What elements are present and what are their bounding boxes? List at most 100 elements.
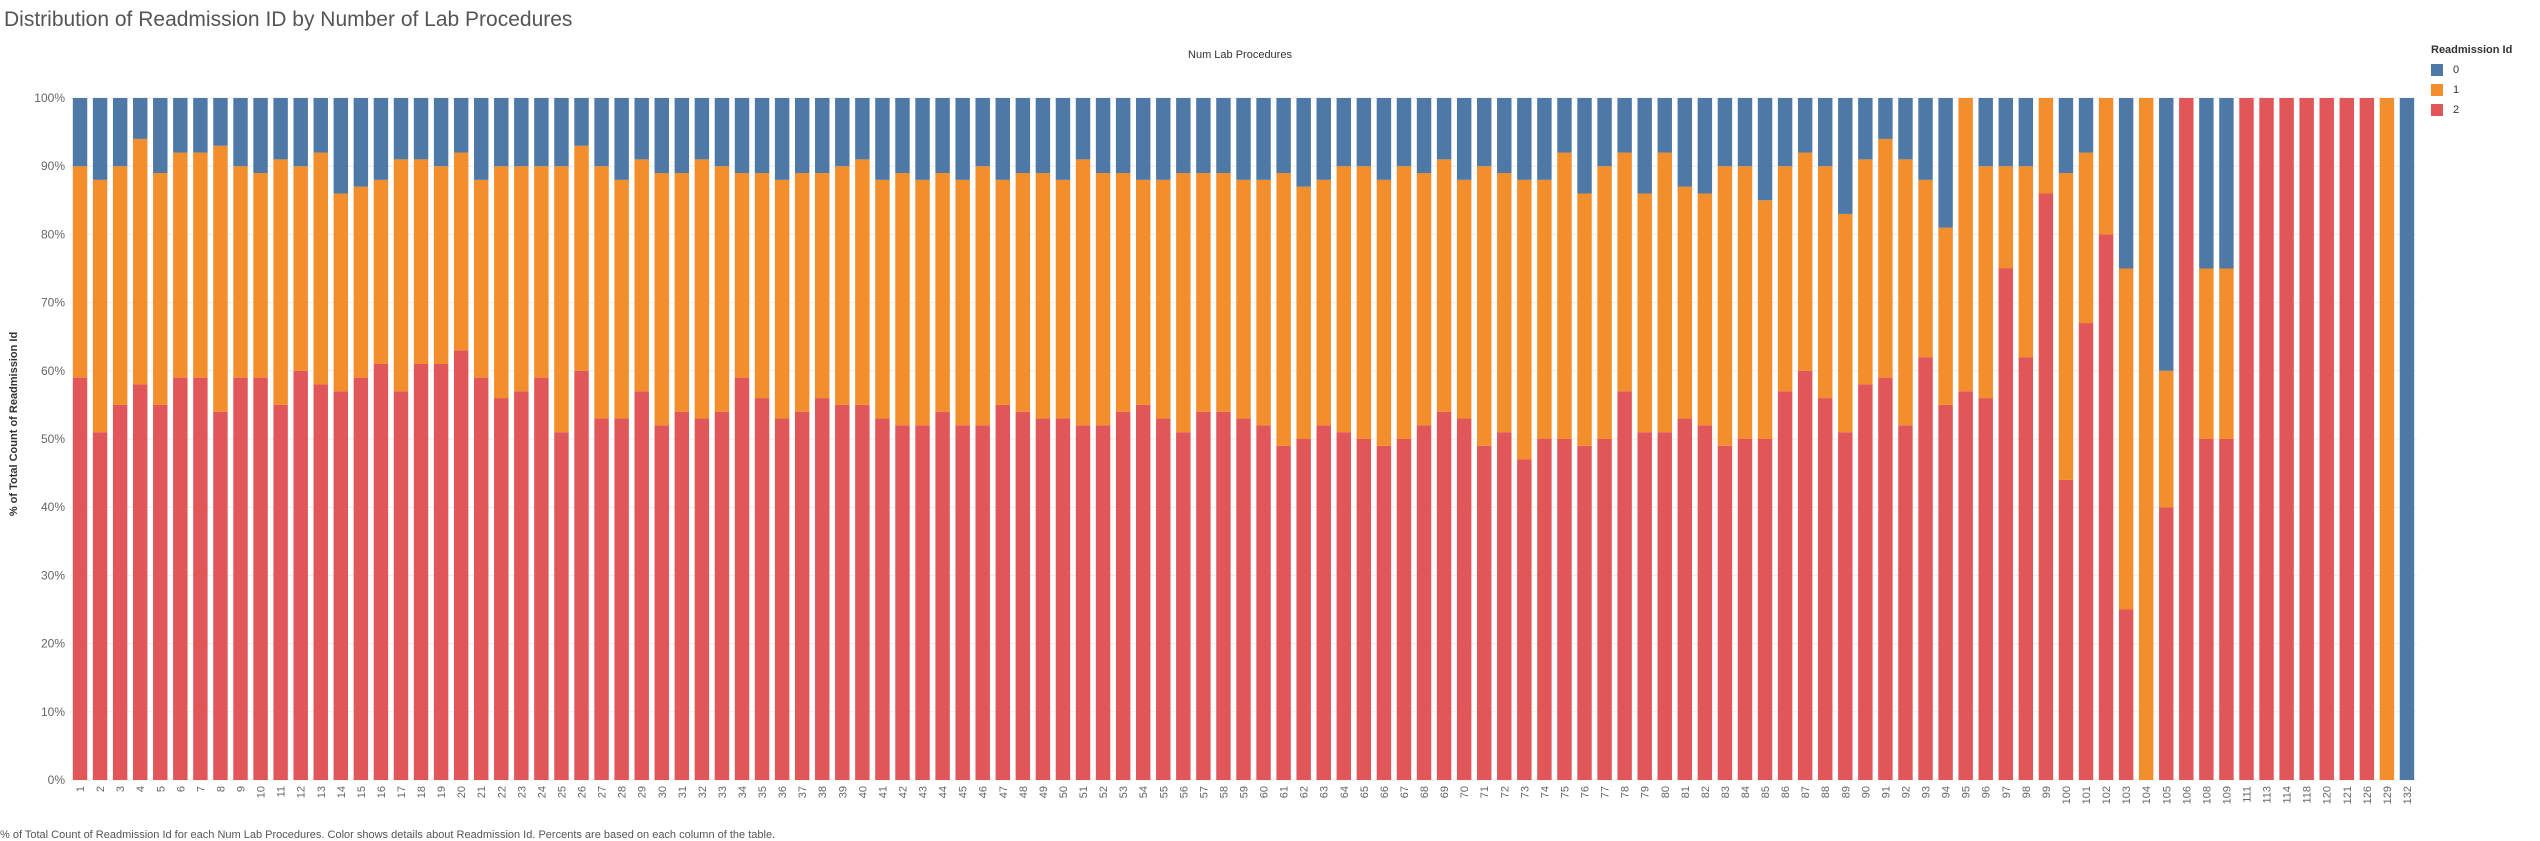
bar-segment-66-readmission-2[interactable] xyxy=(1376,445,1392,780)
bar-segment-104-readmission-1[interactable] xyxy=(2138,98,2154,780)
bar-segment-6-readmission-0[interactable] xyxy=(173,98,188,153)
bar-segment-88-readmission-2[interactable] xyxy=(1818,398,1833,780)
bar-segment-60-readmission-2[interactable] xyxy=(1256,425,1271,780)
bar-segment-78-readmission-0[interactable] xyxy=(1617,98,1632,153)
bar-segment-8-readmission-1[interactable] xyxy=(213,145,228,412)
bar-segment-4-readmission-1[interactable] xyxy=(132,138,148,385)
bar-segment-100-readmission-2[interactable] xyxy=(2058,479,2074,780)
bar-segment-7-readmission-2[interactable] xyxy=(193,377,208,780)
bar-segment-103-readmission-0[interactable] xyxy=(2118,98,2134,269)
bar-segment-32-readmission-0[interactable] xyxy=(694,98,710,160)
bar-segment-82-readmission-2[interactable] xyxy=(1697,425,1713,780)
bar-segment-59-readmission-2[interactable] xyxy=(1236,418,1251,780)
bar-segment-23-readmission-1[interactable] xyxy=(514,166,529,392)
bar-segment-22-readmission-2[interactable] xyxy=(494,398,509,780)
bar-segment-103-readmission-1[interactable] xyxy=(2118,268,2134,610)
bar-segment-63-readmission-0[interactable] xyxy=(1316,98,1331,180)
bar-segment-120-readmission-2[interactable] xyxy=(2319,98,2334,780)
bar-segment-93-readmission-0[interactable] xyxy=(1918,98,1933,180)
bar-segment-76-readmission-1[interactable] xyxy=(1577,193,1592,446)
bar-segment-88-readmission-1[interactable] xyxy=(1818,166,1833,399)
bar-segment-56-readmission-1[interactable] xyxy=(1176,173,1191,433)
bar-segment-105-readmission-2[interactable] xyxy=(2159,507,2174,780)
bar-segment-96-readmission-1[interactable] xyxy=(1978,166,1993,399)
bar-segment-80-readmission-1[interactable] xyxy=(1657,152,1672,433)
bar-segment-23-readmission-0[interactable] xyxy=(514,98,529,167)
bar-segment-2-readmission-0[interactable] xyxy=(92,98,108,180)
bar-segment-75-readmission-0[interactable] xyxy=(1557,98,1572,153)
bar-segment-24-readmission-2[interactable] xyxy=(534,377,549,780)
bar-segment-59-readmission-1[interactable] xyxy=(1236,179,1251,419)
bar-segment-100-readmission-1[interactable] xyxy=(2058,173,2074,480)
bar-segment-42-readmission-2[interactable] xyxy=(895,425,910,780)
bar-segment-50-readmission-2[interactable] xyxy=(1055,418,1071,780)
bar-segment-33-readmission-2[interactable] xyxy=(714,411,730,780)
bar-segment-91-readmission-0[interactable] xyxy=(1878,98,1893,139)
bar-segment-78-readmission-2[interactable] xyxy=(1617,391,1632,780)
bar-segment-5-readmission-2[interactable] xyxy=(153,404,168,780)
bar-segment-47-readmission-2[interactable] xyxy=(995,404,1010,780)
bar-segment-94-readmission-2[interactable] xyxy=(1938,404,1953,780)
bar-segment-53-readmission-2[interactable] xyxy=(1115,411,1131,780)
bar-segment-45-readmission-0[interactable] xyxy=(955,98,970,180)
bar-segment-96-readmission-2[interactable] xyxy=(1978,398,1993,780)
bar-segment-57-readmission-2[interactable] xyxy=(1196,411,1211,780)
bar-segment-36-readmission-0[interactable] xyxy=(774,98,790,180)
bar-segment-12-readmission-2[interactable] xyxy=(293,370,308,780)
bar-segment-19-readmission-2[interactable] xyxy=(433,363,449,780)
bar-segment-20-readmission-2[interactable] xyxy=(453,350,469,780)
bar-segment-51-readmission-2[interactable] xyxy=(1075,425,1091,780)
bar-segment-126-readmission-2[interactable] xyxy=(2359,98,2375,780)
bar-segment-70-readmission-2[interactable] xyxy=(1456,418,1472,780)
bar-segment-101-readmission-1[interactable] xyxy=(2078,152,2094,324)
bar-segment-80-readmission-0[interactable] xyxy=(1657,98,1672,153)
bar-segment-52-readmission-1[interactable] xyxy=(1095,173,1111,426)
bar-segment-64-readmission-1[interactable] xyxy=(1336,166,1352,433)
bar-segment-54-readmission-0[interactable] xyxy=(1135,98,1151,180)
bar-segment-121-readmission-2[interactable] xyxy=(2339,98,2355,780)
bar-segment-26-readmission-1[interactable] xyxy=(574,145,589,371)
bar-segment-32-readmission-1[interactable] xyxy=(694,159,710,419)
bar-segment-65-readmission-1[interactable] xyxy=(1356,166,1372,439)
bar-segment-75-readmission-2[interactable] xyxy=(1557,439,1572,780)
bar-segment-25-readmission-0[interactable] xyxy=(554,98,569,167)
bar-segment-73-readmission-1[interactable] xyxy=(1517,179,1532,460)
bar-segment-20-readmission-0[interactable] xyxy=(453,98,469,153)
bar-segment-19-readmission-1[interactable] xyxy=(433,166,449,364)
bar-segment-37-readmission-0[interactable] xyxy=(794,98,810,174)
bar-segment-60-readmission-0[interactable] xyxy=(1256,98,1271,180)
bar-segment-46-readmission-2[interactable] xyxy=(975,425,990,780)
bar-segment-109-readmission-1[interactable] xyxy=(2219,268,2234,440)
bar-segment-39-readmission-2[interactable] xyxy=(835,404,850,780)
bar-segment-3-readmission-2[interactable] xyxy=(112,404,128,780)
bar-segment-6-readmission-1[interactable] xyxy=(173,152,188,378)
bar-segment-31-readmission-2[interactable] xyxy=(674,411,690,780)
bar-segment-52-readmission-2[interactable] xyxy=(1095,425,1111,780)
bar-segment-68-readmission-0[interactable] xyxy=(1416,98,1432,174)
bar-segment-40-readmission-2[interactable] xyxy=(855,404,870,780)
bar-segment-17-readmission-1[interactable] xyxy=(393,159,409,392)
bar-segment-4-readmission-2[interactable] xyxy=(132,384,148,780)
bar-segment-10-readmission-2[interactable] xyxy=(253,377,268,780)
bar-segment-99-readmission-1[interactable] xyxy=(2038,98,2054,194)
bar-segment-109-readmission-0[interactable] xyxy=(2219,98,2234,269)
bar-segment-85-readmission-2[interactable] xyxy=(1757,439,1773,780)
bar-segment-24-readmission-0[interactable] xyxy=(534,98,549,167)
bar-segment-58-readmission-1[interactable] xyxy=(1216,173,1231,412)
bar-segment-20-readmission-1[interactable] xyxy=(453,152,469,351)
bar-segment-14-readmission-2[interactable] xyxy=(333,391,349,780)
legend-item-2[interactable]: 2 xyxy=(2431,100,2512,120)
bar-segment-79-readmission-2[interactable] xyxy=(1637,432,1652,780)
bar-segment-1-readmission-2[interactable] xyxy=(72,377,88,780)
bar-segment-15-readmission-1[interactable] xyxy=(353,186,369,378)
bar-segment-39-readmission-0[interactable] xyxy=(835,98,850,167)
bar-segment-18-readmission-0[interactable] xyxy=(413,98,429,160)
bar-segment-78-readmission-1[interactable] xyxy=(1617,152,1632,392)
bar-segment-63-readmission-1[interactable] xyxy=(1316,179,1331,426)
bar-segment-68-readmission-2[interactable] xyxy=(1416,425,1432,780)
bar-segment-13-readmission-1[interactable] xyxy=(313,152,328,385)
bar-segment-97-readmission-2[interactable] xyxy=(1998,268,2013,781)
bar-segment-60-readmission-1[interactable] xyxy=(1256,179,1271,426)
bar-segment-69-readmission-1[interactable] xyxy=(1436,159,1452,412)
bar-segment-86-readmission-2[interactable] xyxy=(1777,391,1793,780)
